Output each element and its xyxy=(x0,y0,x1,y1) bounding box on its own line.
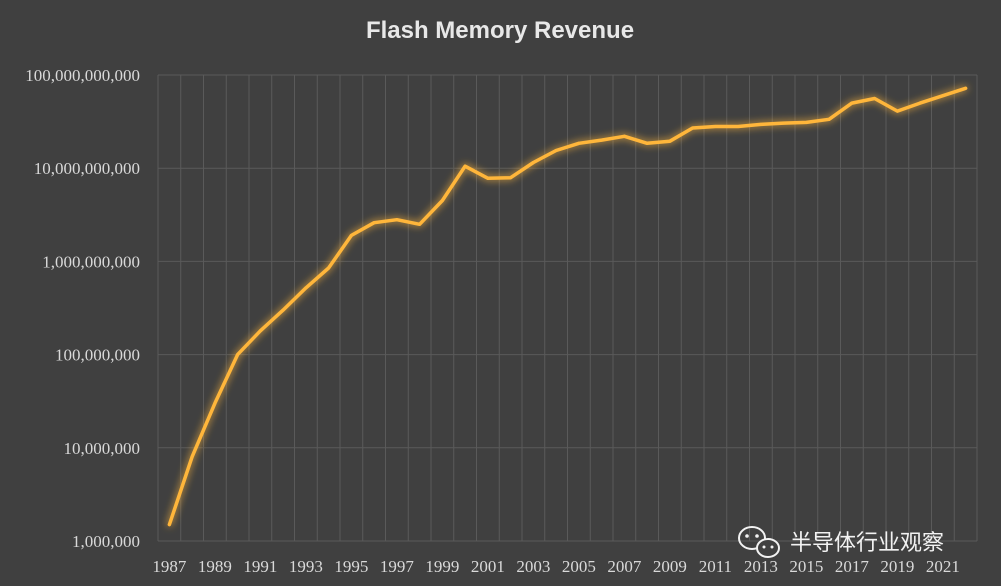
y-axis-tick-labels: 1,000,000 10,000,000 100,000,000 1,000,000,… xyxy=(25,66,140,551)
data-point xyxy=(372,221,376,225)
y-tick-label: 1,000,000,000 xyxy=(42,252,140,271)
data-point xyxy=(691,126,695,130)
x-axis-tick-labels: 1987 1989 1991 1993 1995 1997 1999 2001 2003 2005… xyxy=(152,557,960,576)
data-point xyxy=(577,141,581,145)
y-tick-label: 100,000,000,000 xyxy=(25,66,140,85)
x-tick-label: 2007 xyxy=(607,557,642,576)
data-point xyxy=(236,353,240,357)
data-point xyxy=(600,138,604,142)
data-point xyxy=(645,141,649,145)
data-point xyxy=(668,139,672,143)
data-point xyxy=(486,176,490,180)
data-point xyxy=(531,161,535,165)
data-point xyxy=(964,86,968,90)
data-point xyxy=(349,233,353,237)
data-point xyxy=(895,109,899,113)
watermark: 半导体行业观察 xyxy=(738,526,944,558)
data-point xyxy=(509,176,513,180)
x-tick-label: 2001 xyxy=(471,557,505,576)
data-point xyxy=(190,455,194,459)
data-point xyxy=(167,523,171,527)
x-tick-label: 1989 xyxy=(198,557,232,576)
data-point xyxy=(782,121,786,125)
data-point xyxy=(827,117,831,121)
data-point xyxy=(736,125,740,129)
x-tick-label: 2021 xyxy=(926,557,960,576)
y-tick-label: 1,000,000 xyxy=(72,532,140,551)
x-tick-label: 1993 xyxy=(289,557,323,576)
data-point xyxy=(554,148,558,152)
y-tick-label: 10,000,000 xyxy=(64,439,141,458)
x-tick-label: 2003 xyxy=(516,557,550,576)
x-tick-label: 1991 xyxy=(243,557,277,576)
data-point xyxy=(463,164,467,168)
x-tick-label: 2005 xyxy=(562,557,596,576)
data-point xyxy=(418,222,422,226)
data-point xyxy=(941,94,945,98)
series-layer xyxy=(167,86,968,527)
gridlines xyxy=(157,74,978,542)
data-point xyxy=(258,329,262,333)
data-point xyxy=(622,134,626,138)
x-tick-label: 1999 xyxy=(425,557,459,576)
x-tick-label: 1987 xyxy=(152,557,187,576)
data-point xyxy=(327,266,331,270)
data-point xyxy=(759,122,763,126)
data-point xyxy=(213,401,217,405)
watermark-text: 半导体行业观察 xyxy=(790,531,944,556)
data-point xyxy=(918,101,922,105)
x-tick-label: 2013 xyxy=(744,557,778,576)
revenue-series-line xyxy=(167,86,968,527)
x-tick-label: 2011 xyxy=(699,557,732,576)
y-tick-label: 10,000,000,000 xyxy=(34,159,140,178)
x-tick-label: 2015 xyxy=(789,557,823,576)
chart-title: Flash Memory Revenue xyxy=(366,17,634,44)
data-point xyxy=(440,199,444,203)
wechat-icon xyxy=(738,526,780,558)
data-point xyxy=(281,308,285,312)
data-point xyxy=(713,125,717,129)
x-tick-label: 2019 xyxy=(880,557,914,576)
data-point xyxy=(395,218,399,222)
x-tick-label: 1995 xyxy=(334,557,368,576)
data-point xyxy=(850,101,854,105)
x-tick-label: 2017 xyxy=(835,557,870,576)
data-point xyxy=(873,96,877,100)
data-point xyxy=(304,286,308,290)
y-tick-label: 100,000,000 xyxy=(55,346,140,365)
x-tick-label: 1997 xyxy=(380,557,415,576)
x-tick-label: 2009 xyxy=(653,557,687,576)
data-point xyxy=(804,120,808,124)
